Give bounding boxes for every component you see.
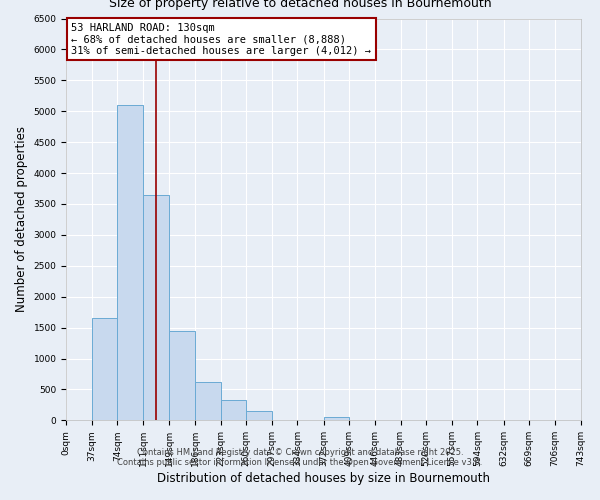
X-axis label: Distribution of detached houses by size in Bournemouth: Distribution of detached houses by size … — [157, 472, 490, 485]
Bar — [324, 418, 349, 420]
Bar — [143, 194, 169, 420]
Bar — [92, 318, 118, 420]
Text: Contains public sector information licensed under the Open Government Licence v3: Contains public sector information licen… — [118, 458, 482, 467]
Text: 53 HARLAND ROAD: 130sqm
← 68% of detached houses are smaller (8,888)
31% of semi: 53 HARLAND ROAD: 130sqm ← 68% of detache… — [71, 22, 371, 56]
Y-axis label: Number of detached properties: Number of detached properties — [15, 126, 28, 312]
Bar — [169, 330, 195, 420]
Bar — [221, 400, 246, 420]
Bar — [118, 105, 143, 420]
Bar — [246, 411, 272, 420]
Bar — [195, 382, 221, 420]
Text: Contains HM Land Registry data © Crown copyright and database right 2025.: Contains HM Land Registry data © Crown c… — [137, 448, 463, 457]
Text: Size of property relative to detached houses in Bournemouth: Size of property relative to detached ho… — [109, 0, 491, 10]
